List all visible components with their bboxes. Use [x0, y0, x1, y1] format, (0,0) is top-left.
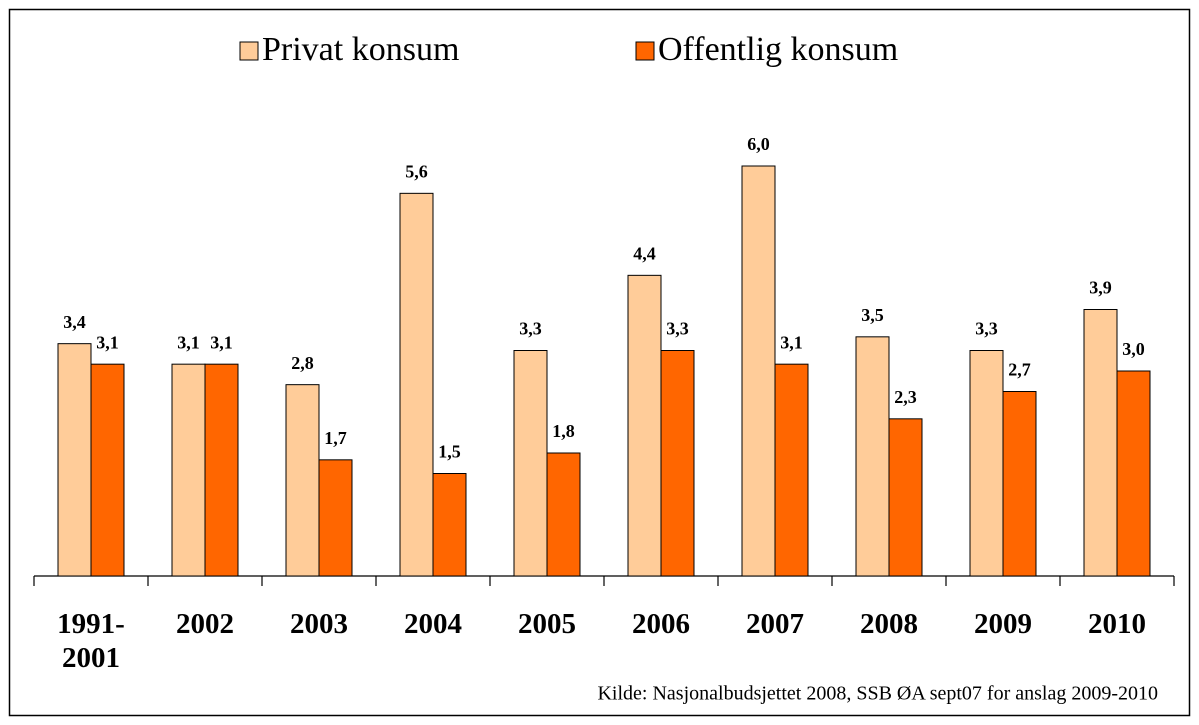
data-label: 2,3	[894, 387, 917, 407]
x-tick-label: 2007	[746, 608, 804, 640]
data-label: 3,1	[177, 332, 200, 352]
data-label: 3,1	[210, 332, 233, 352]
bar	[285, 384, 320, 577]
data-label: 2,7	[1008, 360, 1031, 380]
x-tick-label: 2008	[860, 608, 918, 640]
data-label: 3,3	[975, 319, 998, 339]
data-label: 5,6	[405, 161, 428, 181]
bar	[855, 336, 890, 577]
data-label: 3,9	[1089, 278, 1112, 298]
bar	[399, 192, 434, 577]
bar	[1083, 309, 1118, 577]
legend-swatch	[239, 41, 259, 61]
data-label: 6,0	[747, 134, 770, 154]
bar	[171, 363, 206, 577]
bar	[774, 363, 809, 577]
data-label: 3,3	[519, 319, 542, 339]
legend-label: Privat konsum	[262, 31, 459, 68]
bar	[627, 274, 662, 577]
bar	[1002, 391, 1037, 577]
legend-swatch	[635, 41, 655, 61]
data-label: 3,3	[666, 319, 689, 339]
x-tick-label: 2009	[974, 608, 1032, 640]
bar	[741, 165, 776, 577]
data-label: 3,5	[861, 305, 884, 325]
data-label: 3,4	[63, 312, 86, 332]
bar	[57, 343, 92, 577]
bar	[204, 363, 239, 577]
bar	[1116, 370, 1151, 577]
x-tick-label: 2002	[176, 608, 234, 640]
x-tick-label: 2006	[632, 608, 690, 640]
bar	[660, 350, 695, 577]
source-note: Kilde: Nasjonalbudsjettet 2008, SSB ØA s…	[597, 683, 1158, 705]
data-label: 1,8	[552, 421, 575, 441]
bar	[969, 350, 1004, 577]
data-label: 3,1	[96, 332, 119, 352]
legend-label: Offentlig konsum	[658, 31, 898, 68]
bar	[546, 452, 581, 577]
bar	[513, 350, 548, 577]
data-label: 1,5	[438, 442, 461, 462]
data-label: 3,0	[1122, 339, 1145, 359]
x-tick-label: 2005	[518, 608, 576, 640]
bar	[888, 418, 923, 577]
x-tick-label: 2004	[404, 608, 462, 640]
x-tick-label: 2010	[1088, 608, 1146, 640]
chart-border	[8, 8, 1191, 717]
x-tick-label: 1991-2001	[57, 608, 125, 674]
bar	[318, 459, 353, 577]
data-label: 3,1	[780, 332, 803, 352]
bar	[90, 363, 125, 577]
data-label: 2,8	[291, 353, 314, 373]
x-tick-label: 2003	[290, 608, 348, 640]
data-label: 1,7	[324, 428, 347, 448]
data-label: 4,4	[633, 243, 656, 263]
bar	[432, 473, 467, 577]
